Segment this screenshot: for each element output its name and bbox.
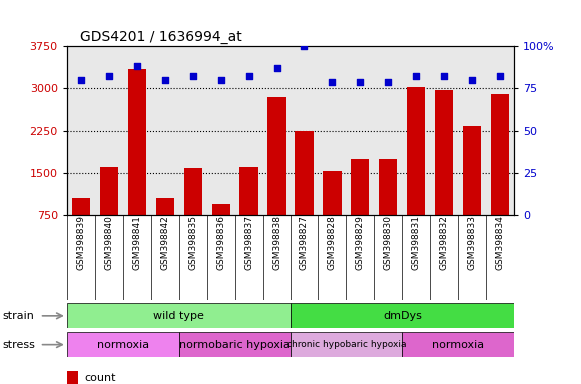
Bar: [67, 332, 179, 357]
Text: GSM398829: GSM398829: [356, 215, 365, 270]
Text: GSM398833: GSM398833: [468, 215, 477, 270]
Point: [440, 73, 449, 79]
Point: [160, 77, 169, 83]
Text: normoxia: normoxia: [96, 339, 149, 350]
Bar: [100, 167, 118, 215]
Text: GSM398831: GSM398831: [412, 215, 421, 270]
Bar: [179, 332, 290, 357]
Bar: [352, 159, 370, 215]
Point: [356, 78, 365, 84]
Text: count: count: [85, 373, 116, 383]
Point: [104, 73, 113, 79]
Point: [383, 78, 393, 84]
Text: stress: stress: [3, 339, 36, 350]
Bar: [211, 204, 229, 215]
Text: GSM398842: GSM398842: [160, 215, 169, 270]
Bar: [67, 371, 78, 384]
Point: [188, 73, 198, 79]
Point: [272, 65, 281, 71]
Text: GSM398837: GSM398837: [244, 215, 253, 270]
Bar: [290, 332, 403, 357]
Text: strain: strain: [3, 311, 35, 321]
Point: [468, 77, 477, 83]
Bar: [67, 303, 290, 328]
Text: GSM398834: GSM398834: [496, 215, 505, 270]
Text: GDS4201 / 1636994_at: GDS4201 / 1636994_at: [80, 30, 242, 44]
Bar: [324, 171, 342, 215]
Bar: [128, 69, 146, 215]
Bar: [295, 131, 314, 215]
Text: GSM398841: GSM398841: [132, 215, 141, 270]
Bar: [435, 90, 453, 215]
Bar: [267, 97, 286, 215]
Text: GSM398839: GSM398839: [76, 215, 85, 270]
Bar: [239, 167, 257, 215]
Point: [300, 43, 309, 49]
Bar: [463, 126, 481, 215]
Text: chronic hypobaric hypoxia: chronic hypobaric hypoxia: [286, 340, 406, 349]
Text: normoxia: normoxia: [432, 339, 485, 350]
Point: [76, 77, 85, 83]
Text: GSM398828: GSM398828: [328, 215, 337, 270]
Text: normobaric hypoxia: normobaric hypoxia: [179, 339, 290, 350]
Text: dmDys: dmDys: [383, 311, 422, 321]
Bar: [403, 332, 514, 357]
Point: [496, 73, 505, 79]
Text: GSM398832: GSM398832: [440, 215, 449, 270]
Point: [412, 73, 421, 79]
Point: [244, 73, 253, 79]
Bar: [379, 159, 397, 215]
Bar: [407, 87, 425, 215]
Text: GSM398840: GSM398840: [104, 215, 113, 270]
Bar: [290, 303, 514, 328]
Bar: [156, 198, 174, 215]
Bar: [491, 94, 510, 215]
Bar: [184, 168, 202, 215]
Text: GSM398830: GSM398830: [384, 215, 393, 270]
Text: GSM398835: GSM398835: [188, 215, 197, 270]
Point: [216, 77, 225, 83]
Text: GSM398838: GSM398838: [272, 215, 281, 270]
Text: GSM398836: GSM398836: [216, 215, 225, 270]
Text: GSM398827: GSM398827: [300, 215, 309, 270]
Bar: [71, 198, 90, 215]
Point: [328, 78, 337, 84]
Point: [132, 63, 141, 70]
Text: wild type: wild type: [153, 311, 204, 321]
